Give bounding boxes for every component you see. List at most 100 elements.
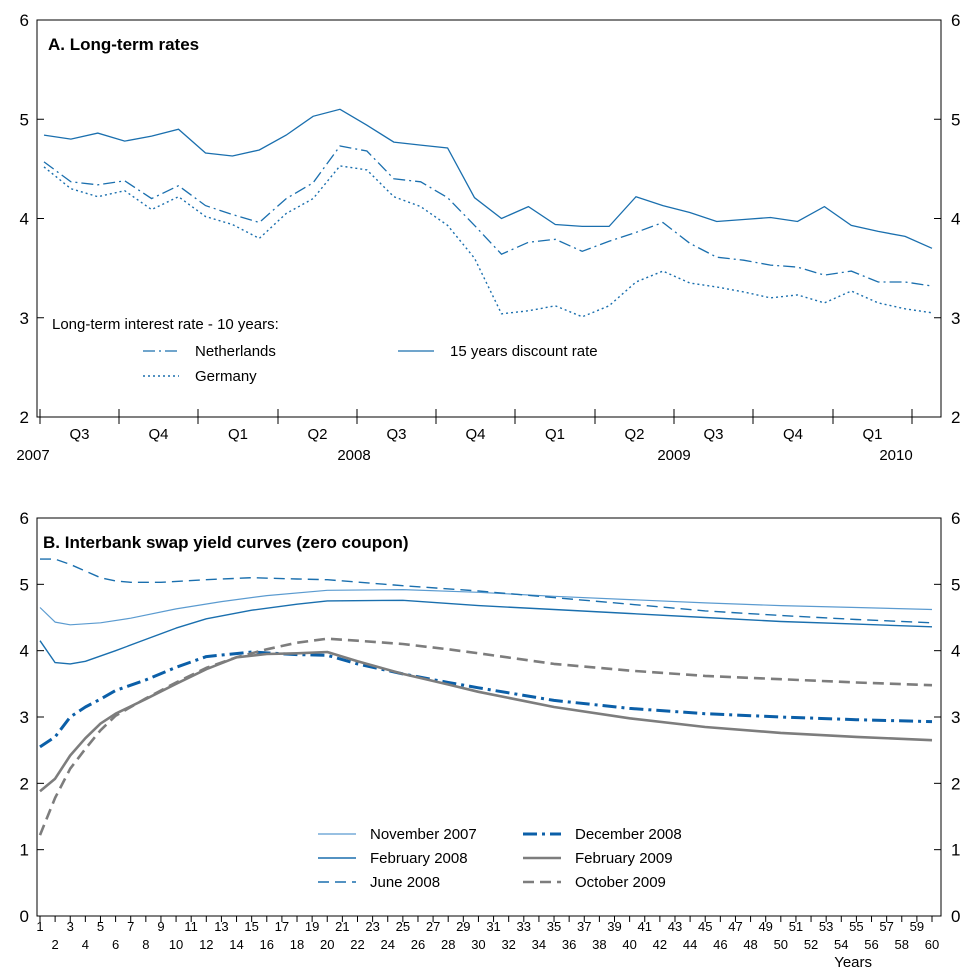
y-tick-label-left: 2 [20, 408, 29, 427]
legend-label-february-2008: February 2008 [370, 850, 468, 867]
x-tick-label: 4 [82, 937, 89, 952]
legend-label-november-2007: November 2007 [370, 826, 477, 843]
x-tick-label: 8 [142, 937, 149, 952]
series-line-february-2008 [39, 599, 933, 665]
x-tick-label: 19 [305, 919, 319, 934]
x-tick-label: 16 [260, 937, 274, 952]
x-tick-label: 20 [320, 937, 334, 952]
x-tick-label: 2 [52, 937, 59, 952]
y-tick-label-left: 5 [20, 575, 29, 594]
x-tick-label: 47 [728, 919, 742, 934]
y-tick-label-left: 1 [20, 841, 29, 860]
x-tick-label: 15 [244, 919, 258, 934]
x-tick-label: 42 [653, 937, 667, 952]
x-tick-label: 11 [184, 919, 198, 934]
x-tick-label: 59 [910, 919, 924, 934]
y-tick-label-left: 4 [20, 642, 29, 661]
x-tick-label: 54 [834, 937, 848, 952]
y-tick-label-left: 6 [20, 509, 29, 528]
y-tick-label-right: 1 [951, 841, 960, 860]
x-year-label: 2008 [337, 447, 370, 464]
x-tick-label: 17 [275, 919, 289, 934]
series-line-netherlands [43, 145, 933, 287]
y-tick-label-left: 6 [20, 11, 29, 30]
x-tick-label: 60 [925, 937, 939, 952]
y-tick-label-left: 2 [20, 774, 29, 793]
x-tick-label: 25 [396, 919, 410, 934]
x-tick-label: 36 [562, 937, 576, 952]
legend-label-netherlands: Netherlands [195, 343, 276, 360]
x-quarter-label: Q3 [386, 426, 406, 443]
legend-label-june-2008: June 2008 [370, 874, 440, 891]
x-tick-label: 58 [895, 937, 909, 952]
x-tick-label: 22 [350, 937, 364, 952]
panel-b-title: B. Interbank swap yield curves (zero cou… [43, 533, 409, 552]
x-tick-label: 21 [335, 919, 349, 934]
y-tick-label-left: 0 [20, 907, 29, 926]
x-year-label: 2010 [879, 447, 912, 464]
y-tick-label-right: 3 [951, 309, 960, 328]
y-tick-label-right: 6 [951, 11, 960, 30]
legend-label-february-2009: February 2009 [575, 850, 673, 867]
panel-b-frame [36, 517, 942, 917]
x-tick-label: 14 [229, 937, 243, 952]
y-tick-label-right: 4 [951, 642, 960, 661]
x-tick-label: 53 [819, 919, 833, 934]
legend-heading: Long-term interest rate - 10 years: [52, 316, 279, 333]
x-tick-label: 5 [97, 919, 104, 934]
x-quarter-label: Q1 [545, 426, 565, 443]
x-tick-label: 29 [456, 919, 470, 934]
y-tick-label-right: 2 [951, 408, 960, 427]
x-tick-label: 35 [547, 919, 561, 934]
series-line-15-years-discount-rate [43, 108, 933, 249]
series-line-october-2009 [38, 637, 933, 836]
panel-b-swap-yield-curves: B. Interbank swap yield curves (zero cou… [20, 509, 961, 971]
x-tick-label: 38 [592, 937, 606, 952]
x-quarter-label: Q3 [69, 426, 89, 443]
x-tick-label: 41 [638, 919, 652, 934]
x-tick-label: 45 [698, 919, 712, 934]
x-quarter-label: Q2 [307, 426, 327, 443]
x-axis-label: Years [834, 954, 872, 971]
x-tick-label: 56 [864, 937, 878, 952]
x-year-label: 2007 [16, 447, 49, 464]
panel-a-title: A. Long-term rates [48, 35, 199, 54]
x-tick-label: 23 [365, 919, 379, 934]
x-quarter-label: Q4 [783, 426, 803, 443]
legend-label-germany: Germany [195, 368, 257, 385]
x-tick-label: 33 [517, 919, 531, 934]
x-quarter-label: Q1 [228, 426, 248, 443]
x-tick-label: 9 [157, 919, 164, 934]
series-line-december-2008 [39, 650, 933, 749]
x-tick-label: 51 [789, 919, 803, 934]
x-quarter-label: Q2 [624, 426, 644, 443]
y-tick-label-right: 5 [951, 110, 960, 129]
x-tick-label: 24 [380, 937, 394, 952]
x-tick-label: 31 [486, 919, 500, 934]
y-tick-label-left: 3 [20, 708, 29, 727]
x-quarter-label: Q3 [703, 426, 723, 443]
x-tick-label: 48 [743, 937, 757, 952]
x-quarter-label: Q4 [148, 426, 168, 443]
y-tick-label-left: 4 [20, 210, 29, 229]
x-tick-label: 32 [501, 937, 515, 952]
x-tick-label: 18 [290, 937, 304, 952]
y-tick-label-left: 3 [20, 309, 29, 328]
x-tick-label: 34 [532, 937, 546, 952]
x-tick-label: 40 [622, 937, 636, 952]
x-tick-label: 43 [668, 919, 682, 934]
x-tick-label: 46 [713, 937, 727, 952]
series-line-june-2008 [40, 558, 933, 624]
x-tick-label: 26 [411, 937, 425, 952]
x-tick-label: 44 [683, 937, 697, 952]
x-tick-label: 28 [441, 937, 455, 952]
series-line-germany [43, 165, 933, 318]
y-tick-label-right: 6 [951, 509, 960, 528]
x-tick-label: 7 [127, 919, 134, 934]
x-tick-label: 3 [67, 919, 74, 934]
x-tick-label: 27 [426, 919, 440, 934]
x-quarter-label: Q4 [465, 426, 485, 443]
x-tick-label: 55 [849, 919, 863, 934]
x-tick-label: 57 [879, 919, 893, 934]
